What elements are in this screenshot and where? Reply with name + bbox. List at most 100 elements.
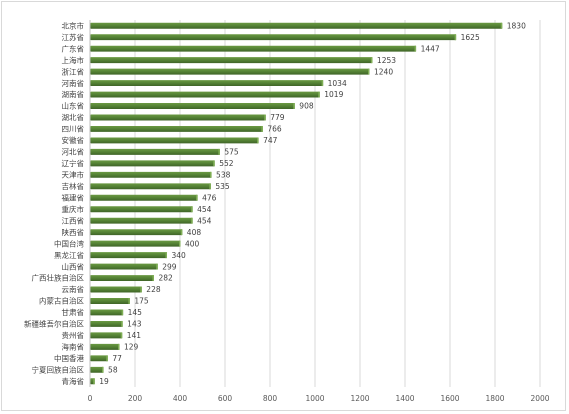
bar-end — [213, 160, 215, 167]
value-label: 1830 — [507, 21, 526, 30]
value-label: 1625 — [461, 33, 480, 42]
value-label: 1240 — [374, 67, 393, 76]
bar — [90, 45, 417, 52]
bar-end — [165, 252, 167, 259]
bar-end — [500, 22, 503, 29]
category-label: 广西壮族自治区 — [32, 273, 85, 283]
bar-end — [191, 206, 193, 213]
bar — [90, 343, 120, 350]
bar-end — [454, 34, 457, 41]
category-label: 江苏省 — [62, 32, 85, 42]
bar-end — [257, 137, 259, 144]
category-label: 云南省 — [62, 284, 85, 294]
bar-end — [261, 125, 263, 132]
category-label: 上海市 — [62, 55, 85, 65]
bar-end — [179, 240, 181, 247]
x-tick-label: 1800 — [485, 394, 504, 403]
category-label: 江西省 — [62, 215, 85, 225]
category-label: 天津市 — [62, 170, 85, 180]
bar — [90, 263, 158, 270]
x-tick-label: 2000 — [530, 394, 549, 403]
value-label: 779 — [270, 113, 285, 122]
bar — [90, 57, 373, 64]
category-label: 辽宁省 — [62, 158, 85, 168]
bar-end — [293, 103, 295, 109]
bar — [90, 286, 142, 293]
x-tick-label: 1200 — [350, 394, 369, 403]
category-label: 陕西省 — [62, 227, 85, 237]
value-label: 141 — [127, 331, 142, 340]
value-label: 908 — [299, 102, 314, 111]
bar — [90, 125, 263, 132]
bar — [90, 252, 167, 259]
category-label: 湖北省 — [62, 112, 85, 122]
value-label: 408 — [187, 228, 202, 237]
value-label: 299 — [162, 262, 177, 271]
category-label: 贵州省 — [62, 330, 85, 340]
bar-end — [191, 217, 193, 224]
value-label: 282 — [158, 274, 173, 283]
bar — [90, 309, 124, 316]
bar-end — [264, 114, 266, 121]
x-tick-label: 800 — [263, 394, 278, 403]
value-label: 175 — [134, 297, 149, 306]
bar — [90, 171, 212, 178]
bars — [90, 22, 503, 385]
bar — [90, 160, 215, 167]
value-label: 454 — [197, 205, 212, 214]
value-label: 535 — [215, 182, 230, 191]
bar — [90, 217, 193, 224]
bar-end — [209, 183, 211, 190]
value-label: 143 — [127, 320, 142, 329]
value-label: 1034 — [328, 79, 347, 88]
bar-end — [121, 320, 123, 327]
bar-end — [196, 194, 198, 201]
bar-end — [152, 275, 154, 282]
bar — [90, 320, 123, 327]
category-label: 河北省 — [62, 147, 85, 157]
category-label: 海南省 — [62, 342, 85, 352]
bar — [90, 68, 370, 75]
gridlines — [89, 20, 541, 387]
bar-end — [318, 91, 320, 98]
bar — [90, 183, 211, 190]
category-label: 中国香港 — [54, 353, 84, 363]
bar-end — [321, 80, 324, 87]
bar — [90, 22, 503, 29]
value-label: 1253 — [377, 56, 396, 65]
category-label: 甘肃省 — [62, 307, 85, 317]
bar — [90, 366, 104, 373]
bar — [90, 80, 324, 87]
x-tick-label: 0 — [88, 394, 93, 403]
x-tick-label: 1600 — [440, 394, 459, 403]
bar-end — [140, 286, 142, 293]
category-label: 福建省 — [62, 192, 85, 202]
bar-end — [128, 298, 130, 304]
bar — [90, 206, 193, 213]
bar-end — [93, 378, 95, 385]
bar-end — [368, 68, 370, 75]
x-tick-label: 200 — [128, 394, 143, 403]
value-label: 747 — [263, 136, 278, 145]
bar-end — [370, 57, 373, 64]
bar-end — [118, 343, 120, 350]
category-label: 河南省 — [62, 78, 85, 88]
value-label: 1447 — [421, 44, 440, 53]
bar — [90, 91, 320, 98]
value-label: 454 — [197, 216, 212, 225]
bar — [90, 194, 198, 201]
value-label: 1019 — [324, 90, 343, 99]
value-label: 77 — [112, 354, 122, 363]
bar-end — [218, 148, 220, 155]
bar-end — [120, 332, 123, 339]
bar — [90, 137, 259, 144]
bar-end — [210, 171, 212, 178]
value-label: 476 — [202, 193, 217, 202]
bar-end — [121, 309, 124, 316]
category-label: 山东省 — [62, 101, 85, 111]
value-label: 228 — [146, 285, 161, 294]
category-label: 四川省 — [62, 124, 85, 134]
bar-end — [102, 366, 104, 373]
category-label: 重庆市 — [62, 204, 85, 214]
